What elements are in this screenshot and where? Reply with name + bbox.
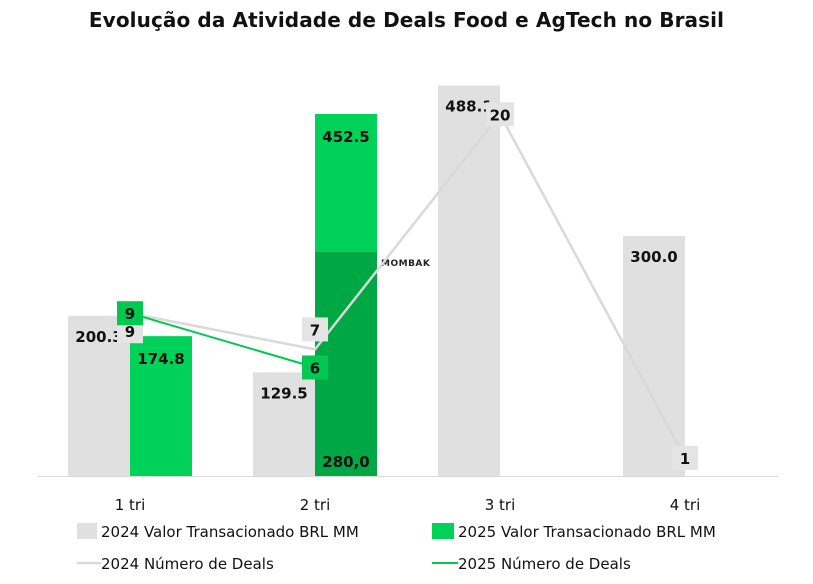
bar-2024-2 <box>253 372 315 476</box>
mombak-logo: MOMBAK <box>381 259 431 269</box>
line-label-box-2024-4 <box>672 445 698 470</box>
line-label-box-2025-1 <box>117 301 143 326</box>
bar-segment-label: 280,0 <box>322 453 369 471</box>
line-label-2025-2: 6 <box>310 359 320 377</box>
line-2025-deals <box>129 312 316 369</box>
chart-title: Evolução da Atividade de Deals Food e Ag… <box>88 8 725 32</box>
line-label-box-2024-3 <box>486 102 514 127</box>
line-label-2024-4: 1 <box>680 450 690 468</box>
x-tick-2: 2 tri <box>300 496 331 514</box>
legend-swatch-2025-bar <box>432 523 454 539</box>
legend-label-2024-line: 2024 Número de Deals <box>101 555 274 573</box>
legend-label-2025-bar: 2025 Valor Transacionado BRL MM <box>458 523 716 541</box>
x-tick-1: 1 tri <box>115 496 146 514</box>
bar-label-2024-1: 200.3 <box>75 328 122 346</box>
bar-label-2024-3: 488.1 <box>445 98 492 116</box>
legend-swatch-2024-bar <box>77 523 97 539</box>
x-tick-4: 4 tri <box>670 496 701 514</box>
line-label-2024-1: 9 <box>125 323 135 341</box>
line-label-box-2024-2 <box>302 317 328 342</box>
bar-label-2025-2: 452.5 <box>322 128 369 146</box>
bar-2024-3 <box>438 85 500 477</box>
bar-2025-1 <box>130 336 192 476</box>
bar-label-2024-2: 129.5 <box>260 384 307 402</box>
line-label-2024-3: 20 <box>490 106 511 124</box>
legend-label-2024-bar: 2024 Valor Transacionado BRL MM <box>101 523 359 541</box>
line-label-2024-2: 7 <box>310 321 320 339</box>
line-2024-deals <box>129 111 687 459</box>
bar-2024-4 <box>623 236 685 476</box>
line-label-2025-1: 9 <box>125 305 135 323</box>
bar-label-2024-4: 300.0 <box>630 248 677 266</box>
line-label-box-2025-2 <box>302 355 328 380</box>
legend-label-2025-line: 2025 Número de Deals <box>458 555 631 573</box>
bar-label-2025-1: 174.8 <box>137 350 184 368</box>
x-tick-3: 3 tri <box>485 496 516 514</box>
